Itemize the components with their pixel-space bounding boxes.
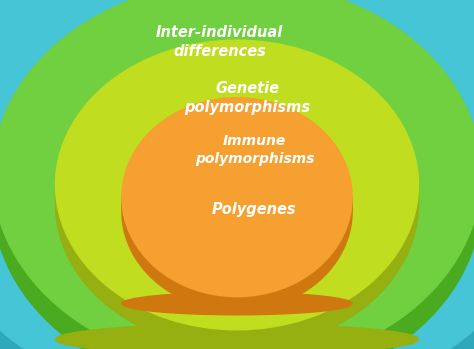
Ellipse shape (55, 40, 419, 330)
Polygon shape (0, 161, 474, 349)
Polygon shape (55, 185, 419, 349)
Polygon shape (0, 174, 474, 349)
Text: Polygenes: Polygenes (212, 202, 297, 217)
Ellipse shape (122, 292, 352, 315)
Ellipse shape (122, 98, 352, 297)
Text: Inter-individual
differences: Inter-individual differences (156, 25, 283, 59)
Ellipse shape (55, 324, 419, 349)
Text: Genetie
polymorphisms: Genetie polymorphisms (184, 81, 310, 114)
Text: Immune
polymorphisms: Immune polymorphisms (195, 134, 314, 166)
Polygon shape (122, 197, 352, 311)
